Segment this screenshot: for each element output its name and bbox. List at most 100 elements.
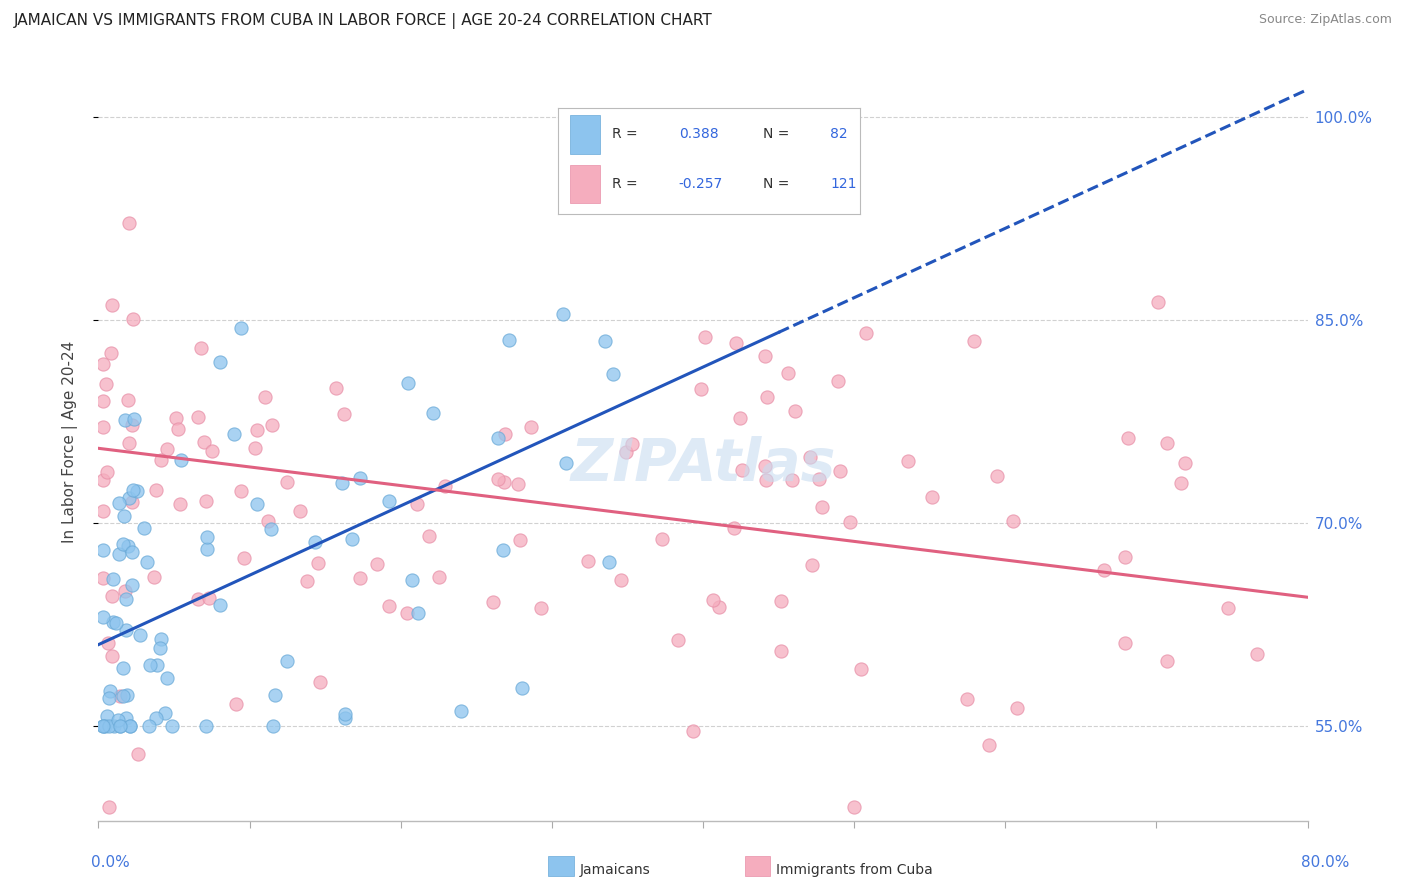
Point bbox=[108, 719, 131, 733]
Point bbox=[349, 571, 371, 585]
Point bbox=[91, 473, 114, 487]
Point bbox=[1170, 476, 1192, 491]
Point bbox=[124, 412, 146, 426]
Point bbox=[709, 599, 731, 614]
Point bbox=[91, 610, 114, 624]
Point bbox=[125, 484, 148, 499]
Point bbox=[396, 376, 419, 390]
Point bbox=[117, 539, 139, 553]
Point bbox=[115, 688, 138, 702]
Point bbox=[198, 591, 221, 605]
Point bbox=[378, 599, 401, 614]
Point bbox=[977, 738, 1000, 752]
Point bbox=[101, 589, 124, 603]
Point bbox=[100, 345, 122, 359]
Point bbox=[855, 326, 877, 340]
Point bbox=[229, 483, 252, 498]
Point bbox=[122, 483, 145, 497]
Text: Source: ZipAtlas.com: Source: ZipAtlas.com bbox=[1258, 13, 1392, 27]
Point bbox=[107, 714, 129, 728]
Point bbox=[98, 800, 121, 814]
Point bbox=[1156, 436, 1178, 450]
Point bbox=[97, 691, 120, 706]
Point bbox=[190, 342, 212, 356]
Point bbox=[651, 532, 673, 546]
Point bbox=[769, 644, 792, 658]
Point bbox=[494, 475, 516, 489]
Point bbox=[91, 719, 114, 733]
Point bbox=[118, 216, 141, 230]
Point bbox=[519, 420, 541, 434]
Point bbox=[842, 800, 865, 814]
Point bbox=[897, 454, 920, 468]
Point bbox=[578, 554, 600, 568]
Point bbox=[166, 422, 188, 436]
Point bbox=[492, 543, 515, 558]
Point bbox=[195, 494, 218, 508]
Point bbox=[245, 423, 267, 437]
Point bbox=[725, 336, 748, 351]
Point bbox=[166, 411, 188, 425]
Point bbox=[260, 522, 283, 536]
Point bbox=[136, 555, 159, 569]
Point bbox=[723, 521, 745, 535]
Point bbox=[111, 537, 134, 551]
Point bbox=[921, 490, 943, 504]
Point bbox=[986, 468, 1008, 483]
Point bbox=[118, 719, 141, 733]
Point bbox=[956, 691, 979, 706]
Point bbox=[1114, 549, 1136, 564]
Point bbox=[193, 435, 215, 450]
Point bbox=[682, 724, 704, 739]
Point bbox=[118, 719, 141, 733]
Point bbox=[253, 390, 276, 404]
Point bbox=[730, 463, 752, 477]
Point bbox=[377, 493, 399, 508]
Point bbox=[494, 427, 516, 442]
Point bbox=[702, 593, 724, 607]
Point bbox=[304, 535, 326, 549]
Point bbox=[963, 334, 986, 348]
Point bbox=[98, 684, 121, 698]
Point bbox=[1174, 456, 1197, 470]
Point bbox=[121, 578, 143, 592]
Point bbox=[730, 411, 752, 425]
Text: JAMAICAN VS IMMIGRANTS FROM CUBA IN LABOR FORCE | AGE 20-24 CORRELATION CHART: JAMAICAN VS IMMIGRANTS FROM CUBA IN LABO… bbox=[14, 13, 713, 29]
Point bbox=[776, 367, 799, 381]
Point bbox=[94, 719, 117, 733]
Point bbox=[91, 357, 114, 371]
Point bbox=[187, 591, 209, 606]
Point bbox=[839, 515, 862, 529]
Point bbox=[1147, 294, 1170, 309]
Point bbox=[450, 704, 472, 718]
Point bbox=[108, 547, 131, 561]
Point bbox=[121, 418, 143, 433]
Point bbox=[330, 475, 353, 490]
Point bbox=[208, 355, 231, 369]
Point bbox=[139, 658, 162, 673]
Point bbox=[91, 719, 114, 733]
Point bbox=[335, 706, 357, 721]
Point bbox=[187, 410, 209, 425]
Point bbox=[1114, 635, 1136, 649]
Point bbox=[91, 504, 114, 518]
Point bbox=[195, 542, 218, 557]
Point bbox=[1156, 654, 1178, 668]
Point bbox=[422, 406, 444, 420]
Point bbox=[153, 706, 176, 720]
Point bbox=[808, 472, 831, 486]
Point bbox=[197, 530, 219, 544]
Point bbox=[335, 711, 357, 725]
Point bbox=[264, 688, 287, 702]
Point bbox=[114, 591, 136, 606]
Point bbox=[243, 441, 266, 455]
Point bbox=[100, 298, 122, 312]
Point bbox=[1094, 563, 1116, 577]
Point bbox=[121, 495, 143, 509]
Point bbox=[621, 437, 644, 451]
Point bbox=[486, 431, 509, 445]
Point bbox=[828, 464, 851, 478]
Text: 80.0%: 80.0% bbox=[1302, 855, 1350, 870]
Point bbox=[229, 320, 252, 334]
Point bbox=[101, 615, 124, 629]
